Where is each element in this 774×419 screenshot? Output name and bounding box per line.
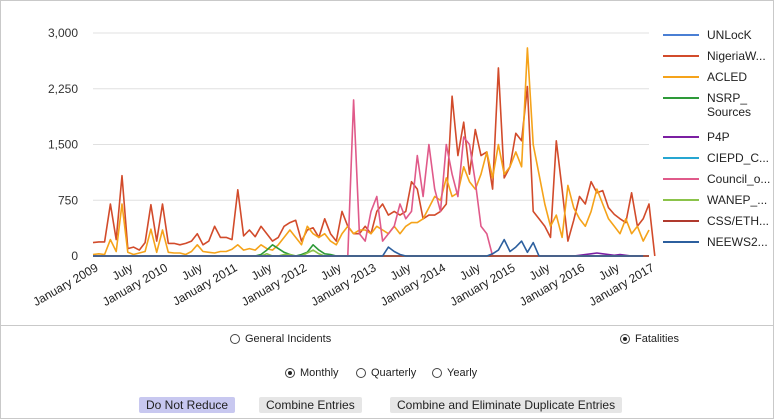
combine-dedupe-button[interactable]: Combine and Eliminate Duplicate Entries	[390, 397, 623, 413]
y-tick-label: 0	[71, 249, 78, 263]
view-fatalities-label: Fatalities	[635, 333, 680, 345]
combine-entries-button[interactable]: Combine Entries	[259, 397, 362, 413]
line-chart: 3,000 2,250 1,500 750 0 January 2009 July Janu…	[1, 1, 773, 323]
legend-label: NSRP_	[707, 91, 747, 105]
x-tick-label: January 2012	[239, 260, 309, 309]
x-tick-label: January 2009	[31, 260, 101, 309]
legend-label: ACLED	[707, 70, 747, 84]
radio-yearly[interactable]	[432, 368, 442, 378]
x-tick-label: January 2010	[100, 260, 170, 309]
legend-label: NEEWS2...	[707, 235, 768, 249]
radio-fatalities[interactable]	[620, 334, 630, 344]
view-fatalities-option[interactable]: Fatalities	[620, 333, 679, 345]
series-line-3	[93, 244, 644, 257]
x-tick-label: January 2017	[587, 260, 657, 309]
period-quarterly-option[interactable]: Quarterly	[356, 367, 416, 379]
radio-quarterly[interactable]	[356, 368, 366, 378]
legend-label: CIEPD_C...	[707, 151, 769, 165]
legend-label: UNLocK	[707, 28, 752, 42]
x-tick-label: January 2011	[170, 260, 239, 308]
series-line-9	[93, 238, 644, 257]
period-yearly-label: Yearly	[447, 367, 478, 379]
radio-general-incidents[interactable]	[230, 334, 240, 344]
legend-label: NigeriaW...	[707, 49, 766, 63]
radio-monthly[interactable]	[285, 368, 295, 378]
legend-label: Council_o...	[707, 172, 770, 186]
series-line-2	[92, 47, 650, 256]
y-tick-label: 2,250	[48, 82, 78, 96]
x-tick-label: January 2013	[309, 260, 379, 309]
view-general-label: General Incidents	[245, 333, 332, 345]
x-tick-label: January 2015	[448, 260, 518, 309]
y-axis-ticks: 3,000 2,250 1,500 750 0	[48, 26, 78, 263]
period-quarterly-label: Quarterly	[371, 367, 417, 379]
period-yearly-option[interactable]: Yearly	[432, 367, 477, 379]
y-tick-label: 750	[58, 193, 78, 207]
series-lines	[92, 47, 656, 257]
legend-label: CSS/ETH...	[707, 214, 769, 228]
period-monthly-label: Monthly	[300, 367, 339, 379]
legend-label: Sources	[707, 105, 751, 119]
period-monthly-option[interactable]: Monthly	[285, 367, 339, 379]
divider	[1, 325, 773, 326]
y-tick-label: 3,000	[48, 26, 78, 40]
do-not-reduce-button[interactable]: Do Not Reduce	[139, 397, 236, 413]
y-tick-label: 1,500	[48, 138, 78, 152]
chart-svg: 3,000 2,250 1,500 750 0 January 2009 JulyJanu…	[31, 26, 771, 309]
legend-label: P4P	[707, 130, 730, 144]
x-tick-label: January 2016	[517, 260, 587, 309]
series-line-1	[92, 67, 656, 257]
legend-label: WANEP_...	[707, 193, 767, 207]
legend: UNLocK NigeriaW... ACLED NSRP_Sources P4P CIE…	[663, 28, 770, 249]
x-tick-label: January 2014	[378, 260, 448, 309]
view-general-option[interactable]: General Incidents	[230, 333, 331, 345]
